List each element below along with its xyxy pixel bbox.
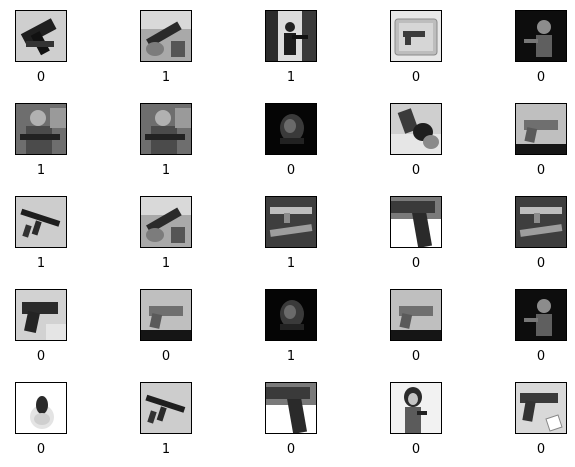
grid-cell: 0	[515, 196, 567, 271]
thumbnail-image	[390, 103, 442, 155]
thumbnail-image	[265, 382, 317, 434]
class-label: 0	[411, 442, 421, 457]
grid-cell: 1	[265, 196, 317, 271]
thumbnail-image	[265, 196, 317, 248]
thumbnail-image	[515, 103, 567, 155]
thumbnail-image	[390, 196, 442, 248]
class-label: 0	[411, 70, 421, 85]
class-label: 0	[536, 349, 546, 364]
grid-cell: 1	[15, 196, 67, 271]
thumbnail-image	[390, 289, 442, 341]
class-label: 0	[411, 256, 421, 271]
thumbnail-image	[15, 10, 67, 62]
thumbnail-image	[140, 196, 192, 248]
thumbnail-image	[15, 196, 67, 248]
class-label: 1	[36, 256, 46, 271]
grid-cell: 0	[515, 10, 567, 85]
thumbnail-image	[390, 382, 442, 434]
class-label: 0	[36, 442, 46, 457]
class-label: 0	[536, 163, 546, 178]
grid-cell: 0	[390, 196, 442, 271]
class-label: 0	[36, 70, 46, 85]
thumbnail-image	[515, 382, 567, 434]
class-label: 0	[536, 70, 546, 85]
class-label: 1	[286, 256, 296, 271]
thumbnail-image	[515, 289, 567, 341]
thumbnail-image	[515, 196, 567, 248]
grid-cell: 1	[140, 196, 192, 271]
grid-cell: 0	[265, 382, 317, 457]
thumbnail-image	[265, 103, 317, 155]
class-label: 0	[286, 442, 296, 457]
thumbnail-image	[15, 289, 67, 341]
grid-cell: 0	[390, 289, 442, 364]
thumbnail-image	[140, 10, 192, 62]
grid-cell: 1	[140, 103, 192, 178]
class-label: 0	[411, 349, 421, 364]
thumbnail-image	[265, 10, 317, 62]
class-label: 1	[36, 163, 46, 178]
grid-cell: 1	[265, 289, 317, 364]
thumbnail-image	[515, 10, 567, 62]
class-label: 0	[411, 163, 421, 178]
grid-cell: 0	[15, 382, 67, 457]
grid-cell: 0	[15, 289, 67, 364]
class-label: 0	[36, 349, 46, 364]
grid-cell: 0	[515, 289, 567, 364]
class-label: 1	[161, 70, 171, 85]
thumbnail-image	[265, 289, 317, 341]
grid-cell: 0	[390, 10, 442, 85]
thumbnail-image	[140, 382, 192, 434]
thumbnail-image	[140, 289, 192, 341]
grid-cell: 0	[515, 382, 567, 457]
grid-cell: 0	[390, 382, 442, 457]
thumbnail-image	[15, 103, 67, 155]
thumbnail-image	[15, 382, 67, 434]
grid-cell: 0	[390, 103, 442, 178]
class-label: 0	[161, 349, 171, 364]
grid-cell: 0	[265, 103, 317, 178]
grid-cell: 1	[265, 10, 317, 85]
thumbnail-image	[390, 10, 442, 62]
class-label: 1	[286, 70, 296, 85]
class-label: 0	[286, 163, 296, 178]
grid-cell: 1	[140, 382, 192, 457]
grid-cell: 0	[515, 103, 567, 178]
thumbnail-image	[140, 103, 192, 155]
class-label: 1	[161, 163, 171, 178]
class-label: 1	[286, 349, 296, 364]
grid-cell: 0	[15, 10, 67, 85]
class-label: 1	[161, 442, 171, 457]
class-label: 0	[536, 442, 546, 457]
grid-cell: 1	[15, 103, 67, 178]
class-label: 0	[536, 256, 546, 271]
grid-cell: 0	[140, 289, 192, 364]
grid-cell: 1	[140, 10, 192, 85]
class-label: 1	[161, 256, 171, 271]
